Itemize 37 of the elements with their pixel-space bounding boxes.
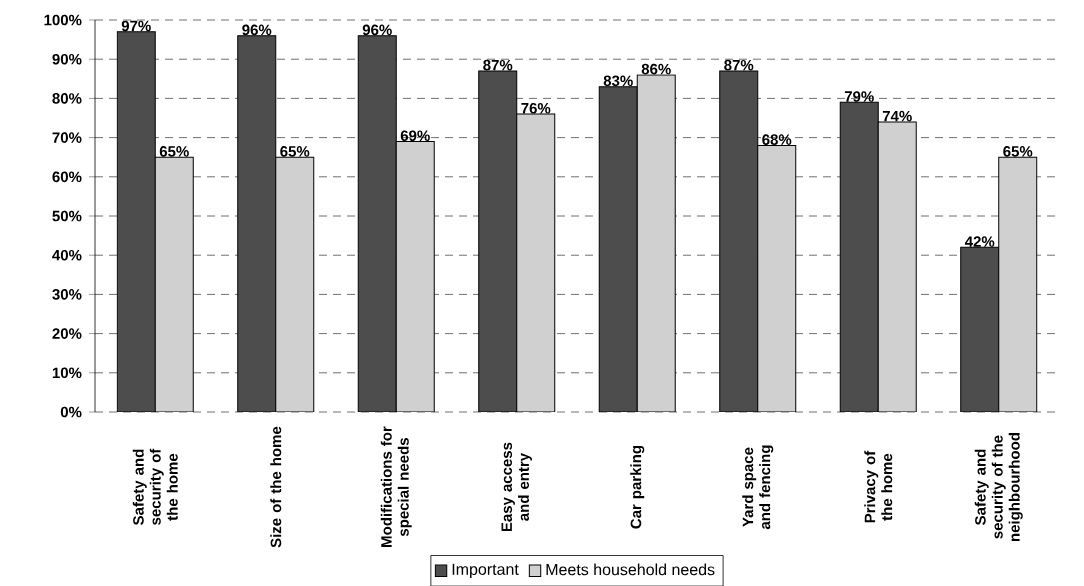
data-label: 42%: [964, 236, 995, 247]
y-tick-label: 20%: [52, 328, 82, 339]
x-tick-label: Size of the home: [270, 426, 282, 548]
data-label: 96%: [362, 24, 392, 36]
y-tick-label: 0%: [60, 406, 82, 418]
data-label: 74%: [882, 110, 912, 122]
data-label: 96%: [242, 24, 272, 36]
data-label: 87%: [724, 59, 754, 71]
data-label: 65%: [1003, 146, 1033, 157]
y-tick-label: 80%: [52, 93, 82, 104]
data-label: 76%: [521, 102, 551, 114]
legend-label: Meets household needs: [546, 563, 715, 576]
data-label: 97%: [121, 20, 151, 32]
data-label: 65%: [280, 146, 310, 157]
x-tick-label: Safety and security of the home: [132, 448, 178, 525]
x-tick-label: Yard space and fencing: [742, 445, 774, 530]
legend-label: Important: [452, 563, 519, 579]
data-label: 83%: [603, 75, 633, 87]
x-tick-label: Privacy of the home: [864, 450, 893, 523]
data-label: 79%: [844, 91, 874, 102]
y-tick-label: 100%: [44, 14, 82, 26]
data-label: 65%: [159, 146, 189, 157]
data-label: 87%: [483, 59, 513, 71]
x-tick-label: Safety and security of the neighbourhood: [974, 433, 1023, 542]
y-tick-label: 30%: [52, 289, 82, 300]
y-tick-label: 50%: [52, 210, 82, 222]
data-label: 86%: [641, 63, 671, 75]
data-label: 69%: [400, 130, 430, 142]
y-tick-label: 10%: [52, 367, 82, 379]
y-tick-label: 70%: [52, 132, 82, 143]
x-tick-label: Easy access and entry: [501, 442, 532, 532]
x-tick-label: Car parking: [630, 446, 645, 529]
data-label: 68%: [762, 134, 792, 145]
y-tick-label: 40%: [52, 249, 82, 261]
y-tick-label: 90%: [52, 53, 82, 65]
x-tick-label: Modifications for special needs: [380, 426, 412, 547]
y-tick-label: 60%: [52, 171, 82, 183]
